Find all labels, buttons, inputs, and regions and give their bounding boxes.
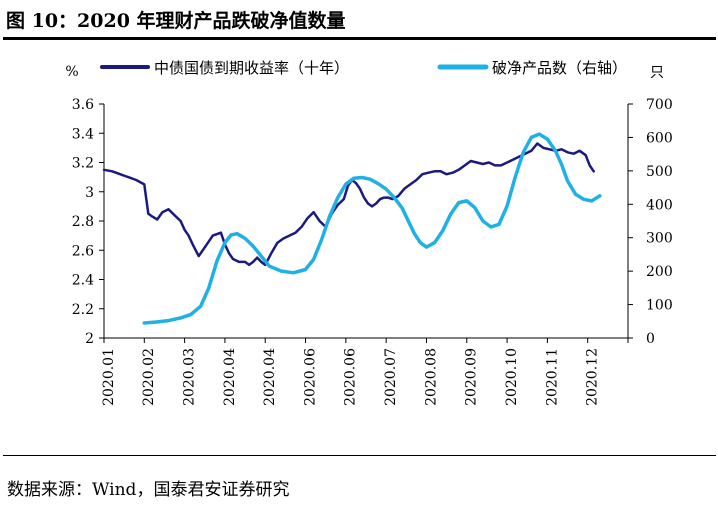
- x-tick-label: 2020.11: [544, 348, 560, 406]
- source-note: 数据来源：Wind，国泰君安证券研究: [7, 480, 290, 500]
- legend-label-products: 破净产品数（右轴）: [492, 59, 627, 77]
- left-tick-label: 2.4: [72, 273, 94, 289]
- left-tick-label: 3.4: [72, 126, 94, 142]
- title-rule: [3, 37, 716, 40]
- right-tick-label: 200: [646, 264, 673, 280]
- right-tick-label: 600: [646, 130, 673, 146]
- left-tick-label: 2.6: [72, 243, 94, 259]
- left-tick-label: 2.8: [72, 214, 94, 230]
- x-tick-label: 2020.06: [343, 348, 359, 406]
- right-tick-label: 300: [646, 231, 673, 247]
- left-tick-label: 3: [85, 185, 94, 201]
- left-tick-label: 2.2: [72, 302, 94, 318]
- series-line-products: [142, 132, 602, 325]
- left-tick-label: 3.6: [72, 97, 94, 113]
- chart: 2 2.2 2.4 2.6 2.8 3 3.2 3.4 3.6 0 100 200 300 400 500 6…: [65, 59, 673, 406]
- x-tick-label: 2020.04: [222, 348, 238, 406]
- left-axis-unit: %: [65, 64, 78, 80]
- source-rule: [3, 455, 716, 456]
- x-tick-label: 2020.03: [182, 348, 198, 406]
- x-tick-label: 2020.04: [262, 348, 278, 406]
- x-tick-label: 2020.07: [383, 348, 399, 406]
- x-tick-label: 2020.08: [423, 348, 439, 406]
- right-axis-unit: 只: [650, 65, 664, 81]
- right-tick-label: 400: [646, 197, 673, 213]
- right-tick-label: 500: [646, 164, 673, 180]
- title-bar: 图 10：2020 年理财产品跌破净值数量: [0, 0, 718, 36]
- x-tick-label: 2020.06: [302, 348, 318, 406]
- x-tick-label: 2020.09: [464, 348, 480, 406]
- x-tick-label: 2020.02: [141, 348, 157, 406]
- left-tick-label: 3.2: [72, 156, 94, 172]
- x-tick-label: 2020.01: [101, 348, 117, 406]
- right-tick-label: 100: [646, 298, 673, 314]
- right-tick-label: 700: [646, 97, 673, 113]
- figure-title: 图 10：2020 年理财产品跌破净值数量: [6, 10, 346, 32]
- x-tick-label: 2020.10: [504, 348, 520, 406]
- legend-label-bond-yield: 中债国债到期收益率（十年）: [154, 59, 349, 77]
- x-tick-label: 2020.12: [585, 348, 601, 406]
- left-tick-label: 2: [85, 331, 94, 347]
- right-tick-label: 0: [646, 331, 655, 347]
